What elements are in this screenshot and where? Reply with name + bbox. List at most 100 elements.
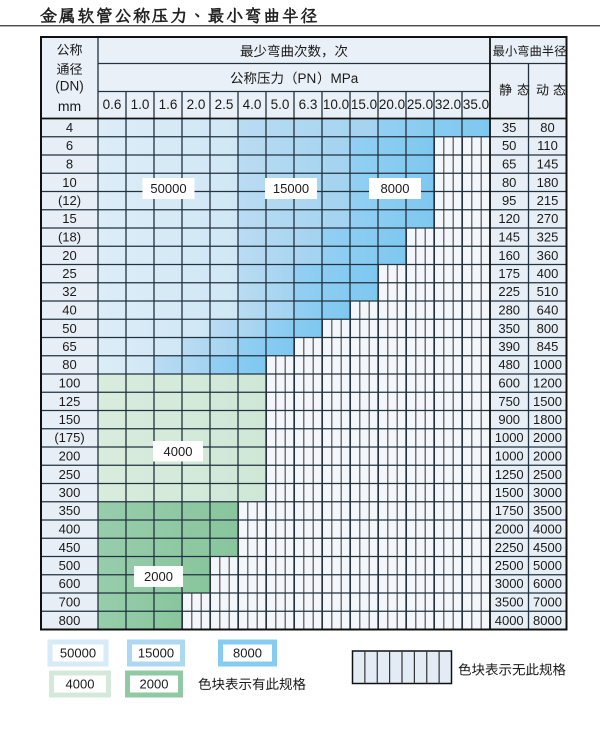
- svg-text:3500: 3500: [495, 595, 524, 610]
- svg-text:(175): (175): [54, 430, 84, 445]
- svg-text:1000: 1000: [495, 449, 524, 464]
- svg-text:350: 350: [498, 321, 520, 336]
- svg-text:80: 80: [540, 120, 554, 135]
- svg-text:400: 400: [537, 266, 559, 281]
- svg-text:5000: 5000: [533, 558, 562, 573]
- svg-text:2000: 2000: [144, 569, 173, 584]
- svg-text:2000: 2000: [140, 677, 169, 692]
- svg-text:270: 270: [537, 211, 559, 226]
- svg-text:360: 360: [537, 248, 559, 263]
- svg-text:65: 65: [502, 157, 516, 172]
- svg-text:200: 200: [59, 449, 81, 464]
- svg-text:2000: 2000: [533, 430, 562, 445]
- svg-text:15: 15: [62, 211, 76, 226]
- svg-text:600: 600: [498, 376, 520, 391]
- svg-text:65: 65: [62, 339, 76, 354]
- svg-text:4000: 4000: [533, 522, 562, 537]
- svg-text:8: 8: [66, 157, 73, 172]
- svg-text:480: 480: [498, 357, 520, 372]
- svg-text:(12): (12): [58, 193, 81, 208]
- svg-text:225: 225: [498, 284, 520, 299]
- svg-text:25: 25: [62, 266, 76, 281]
- svg-text:2.5: 2.5: [215, 97, 234, 112]
- svg-text:450: 450: [59, 540, 81, 555]
- svg-text:8000: 8000: [533, 613, 562, 628]
- svg-text:25.0: 25.0: [407, 97, 433, 112]
- svg-text:7000: 7000: [533, 595, 562, 610]
- svg-text:1000: 1000: [495, 430, 524, 445]
- svg-text:1.0: 1.0: [131, 97, 150, 112]
- svg-text:110: 110: [537, 138, 558, 153]
- svg-text:8000: 8000: [233, 646, 262, 661]
- svg-text:2000: 2000: [495, 522, 524, 537]
- svg-text:600: 600: [59, 576, 81, 591]
- svg-text:20.0: 20.0: [379, 97, 405, 112]
- svg-text:MPa: MPa: [331, 71, 359, 86]
- svg-text:400: 400: [59, 522, 81, 537]
- svg-text:100: 100: [59, 376, 81, 391]
- svg-text:1500: 1500: [533, 394, 562, 409]
- svg-text:160: 160: [498, 248, 520, 263]
- svg-text:250: 250: [59, 467, 81, 482]
- svg-text:1000: 1000: [533, 357, 562, 372]
- svg-text:120: 120: [498, 211, 520, 226]
- svg-text:125: 125: [59, 394, 81, 409]
- svg-text:150: 150: [59, 412, 81, 427]
- svg-text:2000: 2000: [533, 449, 562, 464]
- svg-text:4000: 4000: [66, 677, 95, 692]
- svg-text:1750: 1750: [495, 503, 524, 518]
- svg-text:800: 800: [537, 321, 559, 336]
- svg-text:325: 325: [537, 230, 559, 245]
- svg-text:2.0: 2.0: [187, 97, 206, 112]
- svg-text:3500: 3500: [533, 503, 562, 518]
- svg-text:4000: 4000: [495, 613, 524, 628]
- svg-text:3000: 3000: [495, 576, 524, 591]
- svg-text:2500: 2500: [533, 467, 562, 482]
- svg-text:510: 510: [537, 284, 559, 299]
- svg-text:750: 750: [498, 394, 520, 409]
- svg-text:6: 6: [66, 138, 73, 153]
- svg-text:50: 50: [502, 138, 516, 153]
- svg-text:300: 300: [59, 485, 81, 500]
- svg-text:15000: 15000: [273, 181, 309, 196]
- svg-text:5.0: 5.0: [271, 97, 290, 112]
- svg-text:4: 4: [66, 120, 73, 135]
- svg-text:1500: 1500: [495, 485, 524, 500]
- svg-text:(DN): (DN): [55, 79, 84, 94]
- svg-text:8000: 8000: [381, 181, 410, 196]
- svg-text:32: 32: [62, 284, 76, 299]
- svg-text:350: 350: [59, 503, 81, 518]
- svg-text:1.6: 1.6: [159, 97, 178, 112]
- svg-text:PN: PN: [298, 71, 317, 86]
- svg-text:900: 900: [498, 412, 520, 427]
- svg-text:80: 80: [62, 357, 76, 372]
- svg-text:4000: 4000: [164, 444, 193, 459]
- svg-text:390: 390: [498, 339, 520, 354]
- svg-text:2500: 2500: [495, 558, 524, 573]
- svg-text:35.0: 35.0: [463, 97, 489, 112]
- svg-text:4.0: 4.0: [243, 97, 262, 112]
- svg-text:640: 640: [537, 303, 559, 318]
- svg-text:145: 145: [498, 230, 520, 245]
- svg-text:845: 845: [537, 339, 559, 354]
- svg-text:mm: mm: [58, 98, 81, 114]
- svg-text:50000: 50000: [150, 181, 186, 196]
- svg-text:1800: 1800: [533, 412, 562, 427]
- svg-text:175: 175: [498, 266, 520, 281]
- svg-text:50000: 50000: [60, 646, 96, 661]
- svg-text:6.3: 6.3: [299, 97, 318, 112]
- svg-text:800: 800: [59, 613, 81, 628]
- svg-text:1200: 1200: [533, 376, 562, 391]
- svg-text:(18): (18): [58, 230, 81, 245]
- svg-text:145: 145: [537, 157, 559, 172]
- svg-text:3000: 3000: [533, 485, 562, 500]
- svg-text:1250: 1250: [495, 467, 524, 482]
- svg-text:40: 40: [62, 303, 76, 318]
- svg-text:6000: 6000: [533, 576, 562, 591]
- svg-text:0.6: 0.6: [103, 97, 122, 112]
- svg-text:2250: 2250: [495, 540, 524, 555]
- svg-text:95: 95: [502, 193, 516, 208]
- svg-text:215: 215: [537, 193, 559, 208]
- svg-text:280: 280: [498, 303, 520, 318]
- svg-text:50: 50: [62, 321, 76, 336]
